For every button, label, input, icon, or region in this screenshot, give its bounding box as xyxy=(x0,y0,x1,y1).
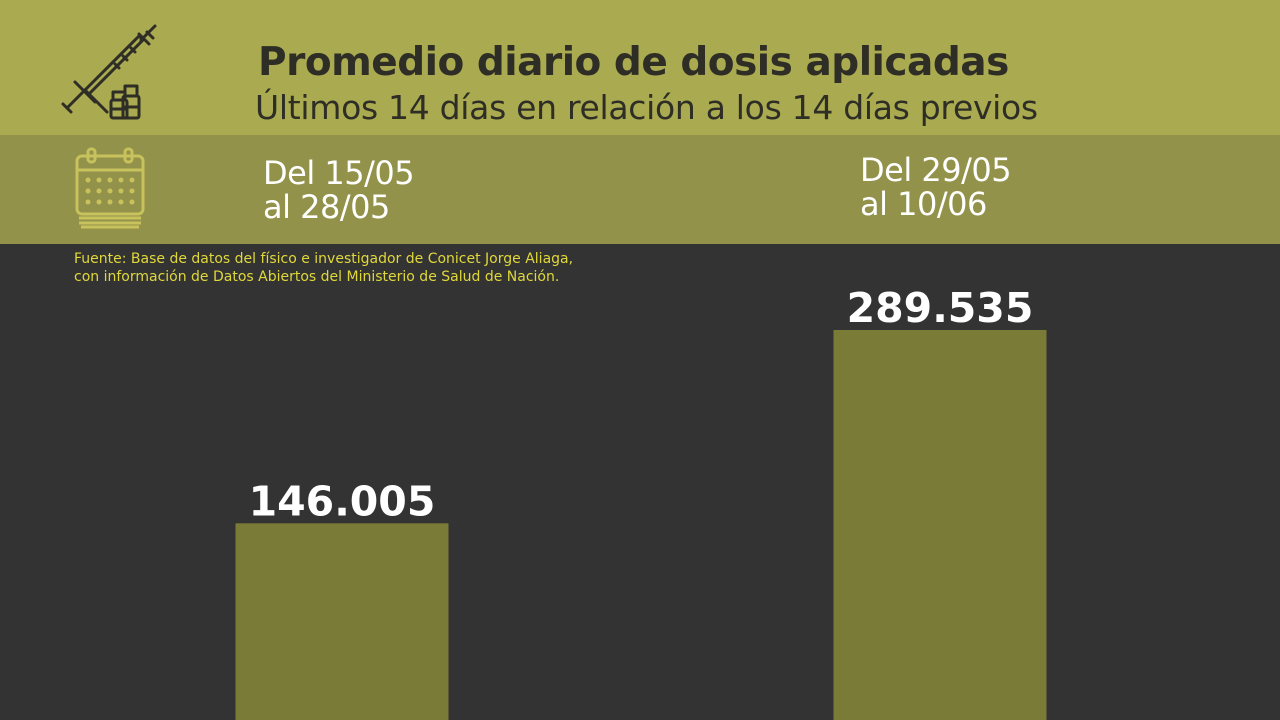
bar-value-label-1: 146.005 xyxy=(249,477,436,525)
bar-period-2 xyxy=(833,330,1047,720)
period-1-line2: al 28/05 xyxy=(263,188,390,226)
bar-value-label-2: 289.535 xyxy=(847,284,1034,332)
period-2-line1: Del 29/05 xyxy=(860,151,1012,189)
bar-period-1 xyxy=(235,523,449,720)
period-band xyxy=(0,135,1280,244)
period-1-line1: Del 15/05 xyxy=(263,154,415,192)
period-2-line2: al 10/06 xyxy=(860,185,987,223)
source-line-1: Fuente: Base de datos del físico e inves… xyxy=(74,251,574,267)
syringe-vials-icon xyxy=(61,24,157,120)
header-band xyxy=(0,0,1280,135)
period-label-2: Del 29/05 al 10/06 xyxy=(860,151,1012,223)
calendar-icon xyxy=(75,147,145,229)
chart-title: Promedio diario de dosis aplicadas xyxy=(258,40,1009,85)
source-line-2: con información de Datos Abiertos del Mi… xyxy=(74,269,560,285)
source-note: Fuente: Base de datos del físico e inves… xyxy=(74,250,573,286)
period-label-1: Del 15/05 al 28/05 xyxy=(263,154,415,226)
chart-subtitle: Últimos 14 días en relación a los 14 día… xyxy=(255,88,1038,127)
